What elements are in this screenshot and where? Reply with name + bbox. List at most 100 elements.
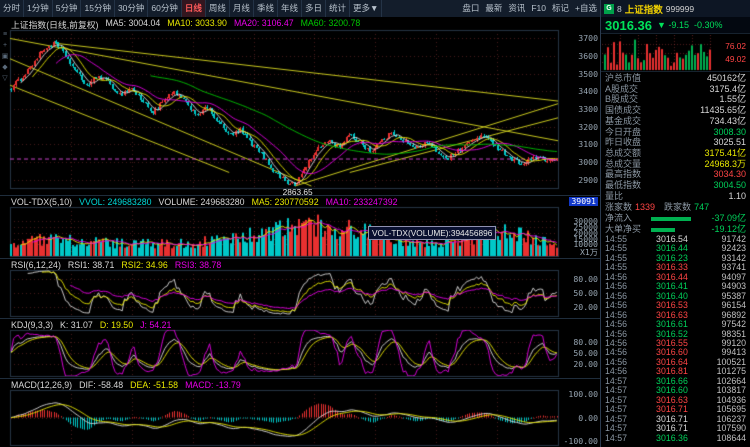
tick-price: 3016.63 xyxy=(656,394,688,405)
macd-canvas[interactable] xyxy=(0,379,600,447)
tick-time: 14:57 xyxy=(605,385,628,396)
stat-row: 量比 1.10 xyxy=(601,191,750,202)
arrow-down-icon[interactable]: ▽ xyxy=(2,75,8,82)
tick-row[interactable]: 14:56 3016.64 100521 xyxy=(601,356,750,367)
tick-price: 3016.40 xyxy=(656,290,688,301)
toolbar-item-最新[interactable]: 最新 xyxy=(485,3,503,13)
tab-月线[interactable]: 月线 xyxy=(230,0,254,17)
tick-time: 14:56 xyxy=(605,366,628,377)
main-chart-canvas[interactable] xyxy=(0,17,600,195)
tick-price: 3016.71 xyxy=(656,423,688,434)
tick-row[interactable]: 14:56 3016.60 99413 xyxy=(601,347,750,357)
tick-volume: 100521 xyxy=(716,356,746,367)
toolbar-item-F10[interactable]: F10 xyxy=(531,3,547,13)
tick-row[interactable]: 14:57 3016.63 104936 xyxy=(601,394,750,405)
tab-统计[interactable]: 统计 xyxy=(326,0,350,17)
macd-panel: MACD(12,26,9) DIF: -58.48 DEA: -51.58 MA… xyxy=(0,378,600,447)
tab-15分钟[interactable]: 15分钟 xyxy=(81,0,115,17)
stat-label: 今日开盘 xyxy=(605,126,642,137)
tick-row[interactable]: 14:57 3016.36 108644 xyxy=(601,433,750,443)
tab-30分钟[interactable]: 30分钟 xyxy=(115,0,149,17)
tick-row[interactable]: 14:57 3016.71 106237 xyxy=(601,413,750,424)
scale-label: 30000 xyxy=(573,216,598,226)
add-icon[interactable]: + xyxy=(2,42,8,49)
tick-time: 14:57 xyxy=(605,404,628,415)
quote-sidebar: 3016.36 ▼ -9.15 -0.30% 76.02 49.02 沪总市值 4… xyxy=(600,17,750,447)
tick-row[interactable]: 14:55 3016.44 92423 xyxy=(601,243,750,253)
tab-分时[interactable]: 分时 xyxy=(0,0,25,17)
scale-label: 3700 xyxy=(578,33,598,44)
stat-row: A股成交 3175.4亿 xyxy=(601,84,750,95)
stat-value: 3175.4亿 xyxy=(709,83,746,94)
tick-row[interactable]: 14:56 3016.55 99120 xyxy=(601,338,750,348)
tab-年线[interactable]: 年线 xyxy=(278,0,302,17)
kdj-canvas[interactable] xyxy=(0,319,600,378)
tab-周线[interactable]: 周线 xyxy=(206,0,230,17)
toolbar-item-标记[interactable]: 标记 xyxy=(552,3,570,13)
stat-row: 昨日收盘 3025.51 xyxy=(601,137,750,148)
stat-value: 3025.51 xyxy=(713,137,746,148)
low-price-label: 2863.65 xyxy=(282,186,313,195)
tick-row[interactable]: 14:56 3016.81 101275 xyxy=(601,366,750,377)
tick-row[interactable]: 14:57 3016.66 102664 xyxy=(601,375,750,386)
quote-name[interactable]: 上证指数 xyxy=(624,4,663,16)
tick-row[interactable]: 14:56 3016.44 94097 xyxy=(601,272,750,282)
tab-日线[interactable]: 日线 xyxy=(181,0,206,17)
tick-price: 3016.66 xyxy=(656,375,688,386)
toolbar-item-资讯[interactable]: 资讯 xyxy=(508,3,526,13)
tick-row[interactable]: 14:56 3016.41 94903 xyxy=(601,281,750,291)
flow-bar xyxy=(651,216,691,221)
tick-time: 14:55 xyxy=(605,262,628,273)
stat-row: 今日开盘 3008.30 xyxy=(601,127,750,138)
tick-volume: 106237 xyxy=(716,413,746,424)
toolbar: 分时 1分钟 5分钟 15分钟 30分钟 60分钟 日线 周线 月线 季线 年线 多日 统计 更多▼ 盘口最… xyxy=(0,0,750,17)
rsi-canvas[interactable] xyxy=(0,259,600,318)
tick-volume: 97542 xyxy=(721,319,746,330)
volume-canvas[interactable] xyxy=(0,196,600,258)
tick-time: 14:56 xyxy=(605,356,628,367)
tab-5分钟[interactable]: 5分钟 xyxy=(53,0,82,17)
stat-label: 昨日收盘 xyxy=(605,137,642,148)
scale-label: 3100 xyxy=(578,139,598,150)
tick-volume: 107590 xyxy=(716,423,746,434)
tick-row[interactable]: 14:57 3016.71 105695 xyxy=(601,404,750,415)
flow-label: 净流入 xyxy=(605,213,633,223)
shape-icon[interactable]: ▣ xyxy=(1,53,9,60)
tick-row[interactable]: 14:57 3016.60 103817 xyxy=(601,385,750,396)
tab-多日[interactable]: 多日 xyxy=(302,0,326,17)
tick-row[interactable]: 14:55 3016.54 91742 xyxy=(601,235,750,244)
tick-row[interactable]: 14:56 3016.52 98351 xyxy=(601,329,750,339)
tick-row[interactable]: 14:56 3016.53 96154 xyxy=(601,300,750,311)
tick-row[interactable]: 14:55 3016.33 93741 xyxy=(601,262,750,273)
flow-rows: 净流入 -37.09亿 大单净买 -19.12亿 xyxy=(601,213,750,235)
tick-volume: 93741 xyxy=(721,262,746,273)
menu-icon[interactable]: ≡ xyxy=(2,31,8,38)
tick-time: 14:56 xyxy=(605,319,628,330)
tick-time: 14:56 xyxy=(605,309,628,320)
rsi-panel: RSI(6,12,24) RSI1: 38.71 RSI2: 34.96 RSI… xyxy=(0,258,600,318)
mini-value-2: 49.02 xyxy=(725,54,746,64)
stat-value: 3175.41亿 xyxy=(704,147,746,158)
tick-row[interactable]: 14:56 3016.40 95387 xyxy=(601,290,750,301)
diamond-icon[interactable]: ◆ xyxy=(2,64,8,71)
tick-row[interactable]: 14:56 3016.61 97542 xyxy=(601,319,750,330)
tab-1分钟[interactable]: 1分钟 xyxy=(24,0,53,17)
tick-price: 3016.60 xyxy=(656,385,688,396)
scale-label: 80.00 xyxy=(573,337,598,348)
toolbar-item-+自选[interactable]: +自选 xyxy=(575,3,597,13)
tick-row[interactable]: 14:57 3016.71 107590 xyxy=(601,423,750,434)
toolbar-item-盘口[interactable]: 盘口 xyxy=(462,3,480,13)
stat-label: 总成交量 xyxy=(605,158,642,169)
tab-60分钟[interactable]: 60分钟 xyxy=(148,0,182,17)
stats-list: 沪总市值 450162亿 A股成交 3175.4亿 B股成交 1.55亿 国债成交 11435… xyxy=(601,72,750,202)
content: ≡ + ▣ ◆ ▽ 上证指数(日线,前复权) MA5: 3004.04 MA10: 30… xyxy=(0,17,750,447)
tab-季线[interactable]: 季线 xyxy=(254,0,278,17)
tab-更多▼[interactable]: 更多▼ xyxy=(350,0,383,17)
tick-time: 14:57 xyxy=(605,394,628,405)
tick-row[interactable]: 14:56 3016.63 96892 xyxy=(601,309,750,320)
chart-tool-strip: ≡ + ▣ ◆ ▽ xyxy=(0,31,10,83)
tick-volume: 96154 xyxy=(721,300,746,311)
scale-label: 3200 xyxy=(578,121,598,132)
stat-row: 国债成交 11435.65亿 xyxy=(601,105,750,116)
tick-row[interactable]: 14:55 3016.23 93142 xyxy=(601,253,750,263)
